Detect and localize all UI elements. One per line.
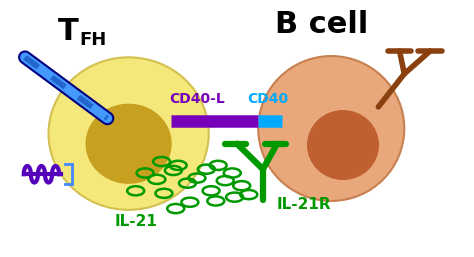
Text: CD40-L: CD40-L xyxy=(169,92,225,106)
Ellipse shape xyxy=(86,104,171,183)
Ellipse shape xyxy=(48,57,209,210)
Text: CD40: CD40 xyxy=(247,92,288,106)
Text: T: T xyxy=(58,17,79,47)
Ellipse shape xyxy=(308,111,378,179)
Text: B cell: B cell xyxy=(275,10,368,39)
Ellipse shape xyxy=(258,56,404,201)
Text: IL-21: IL-21 xyxy=(114,214,157,230)
Text: IL-21R: IL-21R xyxy=(277,197,332,212)
Text: FH: FH xyxy=(79,31,106,49)
